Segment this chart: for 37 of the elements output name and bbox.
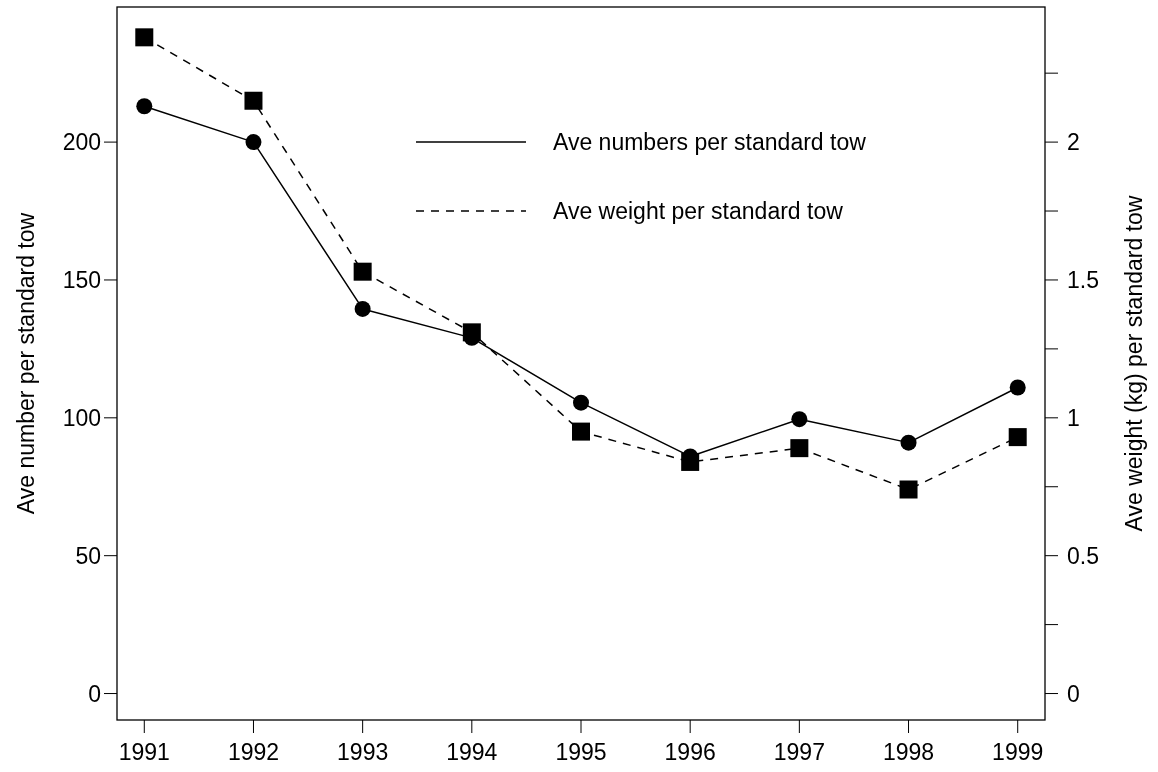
y-tick-label: 100: [62, 404, 101, 431]
y2-tick-label: 0.5: [1067, 542, 1099, 569]
x-tick-label: 1991: [118, 739, 170, 765]
point: [245, 134, 262, 151]
legend-label: Ave numbers per standard tow: [553, 129, 867, 155]
point: [572, 422, 590, 441]
y2-axis-title: Ave weight (kg) per standard tow: [1121, 195, 1147, 532]
point: [899, 480, 918, 499]
point: [353, 262, 372, 281]
legend-label: Ave weight per standard tow: [553, 198, 844, 224]
x-tick-label: 1992: [227, 739, 280, 765]
x-tick-label: 1996: [664, 739, 716, 765]
y-tick-label: 200: [62, 129, 101, 156]
y-tick-label: 150: [62, 266, 101, 293]
point: [354, 300, 371, 317]
point: [136, 98, 153, 115]
y2-tick-label: 0: [1067, 680, 1080, 707]
point: [1008, 428, 1027, 447]
point: [900, 434, 917, 451]
point: [244, 91, 263, 110]
y-tick-label: 50: [75, 542, 101, 569]
y2-tick-label: 1: [1067, 404, 1080, 431]
y2-tick-label: 1.5: [1067, 266, 1099, 293]
point: [791, 411, 808, 428]
x-tick-label: 1993: [337, 739, 389, 765]
y-axis-title: Ave number per standard tow: [13, 212, 39, 515]
y2-tick-label: 2: [1067, 129, 1080, 156]
x-tick-label: 1998: [882, 739, 935, 765]
y-tick-label: 0: [88, 680, 101, 707]
x-tick-label: 1997: [773, 739, 825, 765]
point: [573, 394, 589, 411]
point: [135, 28, 154, 47]
point: [1009, 379, 1026, 396]
x-tick-label: 1994: [446, 739, 498, 765]
x-tick-label: 1999: [992, 739, 1044, 765]
point: [790, 439, 809, 458]
x-tick-label: 1995: [555, 739, 607, 765]
